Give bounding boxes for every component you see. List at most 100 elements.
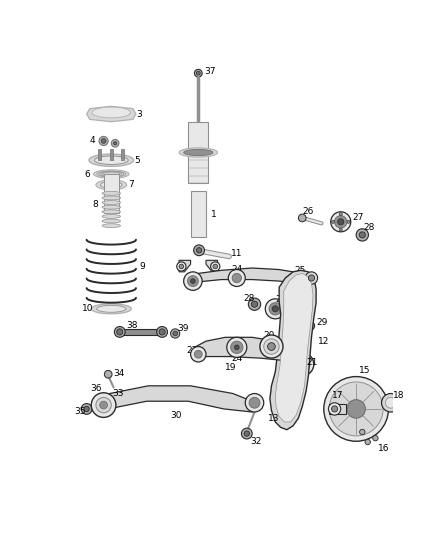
Circle shape (365, 439, 371, 445)
Ellipse shape (102, 210, 120, 214)
Text: 23: 23 (291, 333, 302, 342)
Text: 17: 17 (332, 391, 343, 400)
Polygon shape (191, 268, 314, 284)
Ellipse shape (102, 219, 120, 223)
Circle shape (227, 337, 247, 357)
Ellipse shape (102, 196, 120, 200)
Circle shape (117, 329, 123, 335)
Ellipse shape (89, 154, 134, 166)
Circle shape (232, 273, 241, 282)
Bar (98, 149, 101, 160)
Circle shape (194, 350, 202, 358)
Circle shape (294, 357, 310, 372)
Circle shape (264, 339, 279, 354)
Bar (121, 149, 124, 160)
Circle shape (298, 360, 306, 368)
Circle shape (269, 303, 282, 315)
Text: 26: 26 (294, 287, 306, 296)
Ellipse shape (96, 180, 127, 190)
Circle shape (335, 216, 347, 228)
Circle shape (107, 180, 116, 189)
Text: 8: 8 (92, 200, 98, 209)
Text: 32: 32 (250, 437, 261, 446)
Text: 21: 21 (306, 358, 318, 367)
Circle shape (249, 398, 260, 408)
Circle shape (194, 245, 205, 256)
Circle shape (385, 398, 396, 408)
Text: 39: 39 (177, 325, 189, 333)
Circle shape (101, 139, 106, 143)
Text: 38: 38 (127, 321, 138, 330)
Circle shape (241, 428, 252, 439)
Circle shape (305, 272, 318, 284)
Polygon shape (179, 260, 191, 272)
Ellipse shape (97, 305, 126, 312)
Bar (188, 122, 208, 183)
Circle shape (248, 298, 261, 310)
Circle shape (291, 353, 314, 376)
Circle shape (307, 324, 312, 328)
Bar (283, 340, 295, 346)
Text: 37: 37 (205, 67, 216, 76)
Ellipse shape (179, 148, 218, 157)
Circle shape (99, 136, 108, 146)
Circle shape (305, 321, 314, 330)
Circle shape (328, 403, 341, 415)
Ellipse shape (102, 214, 120, 219)
Circle shape (187, 276, 198, 287)
Circle shape (96, 398, 111, 413)
Text: 19: 19 (225, 363, 237, 372)
Bar (329, 405, 346, 414)
Text: 18: 18 (393, 391, 405, 400)
Text: 27: 27 (276, 295, 286, 304)
Circle shape (91, 393, 116, 417)
Circle shape (331, 212, 351, 232)
Circle shape (157, 327, 167, 337)
Polygon shape (206, 260, 218, 272)
Circle shape (360, 429, 365, 435)
Ellipse shape (92, 107, 131, 118)
Circle shape (245, 393, 264, 412)
Circle shape (285, 297, 293, 305)
Text: 10: 10 (82, 304, 94, 313)
Polygon shape (276, 273, 313, 422)
Text: 25: 25 (294, 266, 306, 275)
Circle shape (347, 220, 350, 223)
Polygon shape (98, 386, 256, 412)
Text: 34: 34 (113, 369, 125, 378)
Text: 12: 12 (318, 337, 329, 346)
Text: 15: 15 (359, 366, 371, 375)
Circle shape (159, 329, 165, 335)
Circle shape (329, 382, 383, 436)
Bar (119, 329, 161, 335)
Circle shape (359, 232, 365, 238)
Circle shape (332, 220, 335, 223)
Bar (191, 191, 206, 237)
Text: 9: 9 (139, 262, 145, 271)
Circle shape (381, 393, 400, 412)
Text: 13: 13 (268, 414, 279, 423)
Ellipse shape (102, 224, 120, 228)
Ellipse shape (102, 200, 120, 205)
Text: 30: 30 (170, 410, 181, 419)
Circle shape (177, 262, 186, 271)
Circle shape (191, 346, 206, 362)
Text: 27: 27 (352, 213, 364, 222)
Ellipse shape (102, 191, 120, 195)
Circle shape (114, 327, 125, 337)
Text: 1: 1 (211, 209, 216, 219)
Circle shape (338, 219, 344, 225)
Text: 33: 33 (112, 389, 124, 398)
Circle shape (228, 270, 245, 287)
Text: 6: 6 (85, 169, 90, 179)
Text: 3: 3 (137, 109, 142, 118)
Polygon shape (270, 270, 316, 430)
Circle shape (211, 262, 220, 271)
Circle shape (324, 377, 389, 441)
Circle shape (234, 345, 239, 350)
Text: 7: 7 (128, 180, 134, 189)
Bar (110, 149, 113, 160)
Text: 16: 16 (378, 445, 389, 454)
Circle shape (265, 299, 285, 319)
Circle shape (308, 275, 314, 281)
